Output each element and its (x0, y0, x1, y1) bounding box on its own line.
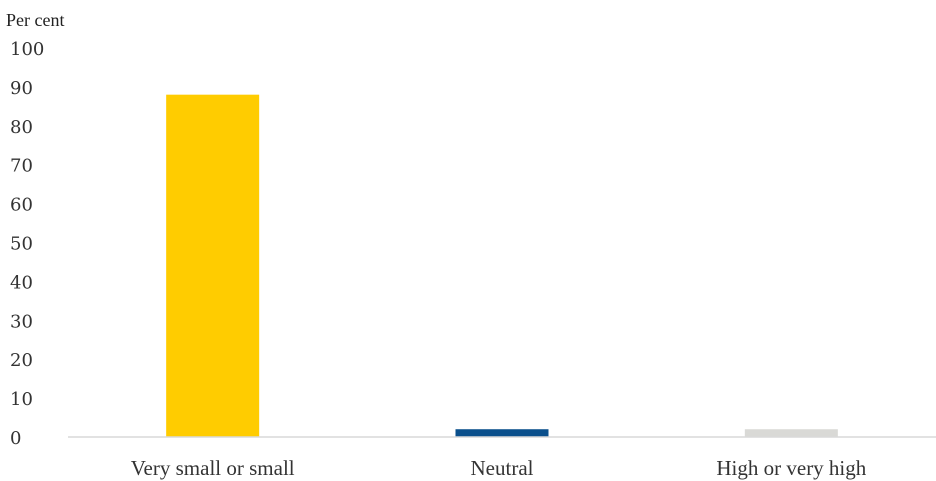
bar-neutral (455, 429, 549, 437)
bars (166, 94, 838, 438)
y-tick-label: 30 (10, 311, 33, 332)
bar-high-or-very-high (744, 429, 838, 437)
y-tick-label: 0 (10, 428, 21, 449)
y-tick-label: 70 (10, 156, 33, 177)
y-axis-ticks: 0 10 20 30 40 50 60 70 80 90 100 (10, 39, 44, 449)
y-tick-label: 20 (10, 350, 33, 371)
x-category-label: Neutral (471, 456, 534, 480)
y-tick-label: 60 (10, 195, 33, 216)
bar-very-small-or-small (166, 94, 260, 438)
y-tick-label: 80 (10, 117, 33, 138)
y-tick-label: 10 (10, 389, 33, 410)
y-tick-label: 50 (10, 234, 33, 255)
y-tick-label: 40 (10, 272, 33, 293)
y-tick-label: 90 (10, 78, 33, 99)
x-category-label: Very small or small (131, 456, 295, 480)
x-category-label: High or very high (716, 456, 866, 480)
x-axis-labels: Very small or small Neutral High or very h… (131, 456, 867, 480)
y-axis-unit-label: Per cent (6, 10, 64, 30)
y-tick-label: 100 (10, 39, 44, 60)
